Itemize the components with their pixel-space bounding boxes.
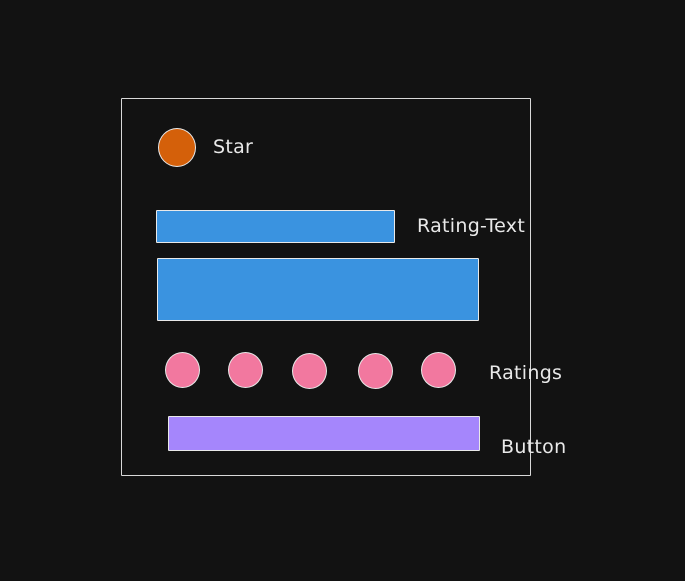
rating-dot-1[interactable] xyxy=(165,352,200,388)
rating-text-bar-large xyxy=(157,258,479,321)
ratings-label: Ratings xyxy=(489,362,563,384)
rating-dot-5[interactable] xyxy=(421,352,456,388)
star-icon xyxy=(158,128,196,167)
rating-text-bar-small xyxy=(156,210,395,243)
star-label: Star xyxy=(213,136,254,158)
rating-dot-4[interactable] xyxy=(358,353,393,389)
card-frame xyxy=(121,98,531,476)
rating-dot-3[interactable] xyxy=(292,353,327,389)
rating-dot-2[interactable] xyxy=(228,352,263,388)
rating-text-label: Rating-Text xyxy=(417,215,526,237)
button-bar[interactable] xyxy=(168,416,480,451)
button-label: Button xyxy=(501,436,567,458)
